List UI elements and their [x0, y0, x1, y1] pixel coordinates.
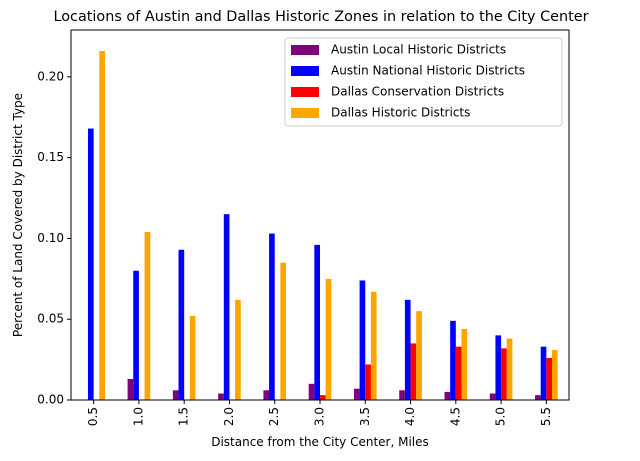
x-axis-label: Distance from the City Center, Miles: [211, 435, 429, 449]
legend-swatch: [291, 45, 319, 55]
y-tick-label: 0.20: [37, 69, 64, 83]
bar-s3-4.0: [416, 311, 422, 400]
bar-s1-1.5: [178, 249, 185, 400]
legend-label: Dallas Conservation Districts: [331, 85, 504, 99]
bar-s2-5.0: [501, 348, 507, 400]
bar-s1-3.0: [314, 244, 320, 400]
bar-s3-4.5: [461, 328, 468, 400]
bar-s0-3.5: [353, 388, 360, 400]
bar-s3-1.5: [189, 315, 196, 400]
x-tick-label: 1.5: [177, 407, 191, 426]
x-tick-label: 2.5: [267, 407, 281, 426]
bar-s3-2.0: [235, 299, 241, 400]
chart-title: Locations of Austin and Dallas Historic …: [53, 9, 588, 25]
bar-s2-5.5: [546, 357, 553, 400]
bar-s1-4.0: [404, 299, 411, 400]
bar-s0-4.5: [444, 391, 451, 400]
bar-s0-5.5: [535, 395, 541, 400]
legend: Austin Local Historic Districts Austin Na…: [284, 37, 563, 127]
bar-s1-2.5: [269, 233, 275, 400]
plot-frame: [70, 29, 570, 401]
bar-s3-2.5: [280, 262, 287, 400]
bar-s3-3.5: [370, 291, 377, 400]
y-tick-label: 0.05: [37, 312, 64, 326]
bar-s0-2.0: [218, 393, 224, 400]
bar-s0-1.5: [172, 390, 179, 400]
legend-label: Austin National Historic Districts: [331, 64, 525, 78]
bar-s3-3.0: [325, 278, 332, 400]
legend-swatch: [291, 87, 319, 97]
x-tick-label: 0.5: [86, 407, 100, 426]
bar-s2-4.0: [410, 343, 417, 400]
x-tick-label: 4.0: [403, 407, 417, 426]
bar-s2-3.0: [320, 395, 326, 400]
x-tick-label: 3.5: [358, 407, 372, 426]
bar-s3-5.0: [506, 338, 513, 400]
bar-s1-5.5: [540, 346, 547, 400]
bar-s0-3.0: [308, 383, 315, 400]
y-tick-label: 0.15: [37, 150, 64, 164]
legend-label: Dallas Historic Districts: [331, 106, 470, 120]
bars-group: [87, 51, 558, 400]
axes-group: 0.5 1.0 1.5 2.0 2.5 3.0 3.5 4.0 4.5 5.0 5.5 0.00 0.0…: [37, 69, 553, 426]
x-tick-label: 2.0: [222, 407, 236, 426]
bar-s3-5.5: [552, 349, 558, 400]
bar-s2-4.5: [455, 346, 462, 400]
y-tick-label: 0.00: [37, 393, 64, 407]
x-tick-label: 5.5: [539, 407, 553, 426]
legend-box: [284, 37, 563, 127]
legend-swatch: [291, 108, 319, 118]
x-tick-label: 5.0: [494, 407, 508, 426]
bar-s3-0.5: [99, 51, 105, 400]
bar-s1-0.5: [87, 128, 94, 400]
bar-s1-5.0: [495, 335, 502, 400]
y-tick-label: 0.10: [37, 231, 64, 245]
bar-s1-2.0: [223, 214, 230, 400]
bar-s1-4.5: [450, 320, 456, 400]
bar-s0-2.5: [263, 390, 270, 400]
bar-s3-1.0: [144, 231, 151, 400]
legend-swatch: [291, 66, 319, 76]
x-tick-label: 3.0: [313, 407, 327, 426]
bar-s0-4.0: [399, 390, 405, 400]
x-tick-label: 4.5: [448, 407, 462, 426]
bar-s1-1.0: [133, 270, 139, 400]
bar-s0-1.0: [127, 379, 134, 400]
bar-s1-3.5: [359, 280, 366, 400]
legend-label: Austin Local Historic Districts: [331, 43, 506, 57]
bar-s0-5.0: [489, 393, 496, 400]
bar-s2-3.5: [365, 364, 371, 400]
y-axis-label: Percent of Land Covered by District Type: [11, 93, 25, 337]
x-tick-label: 1.0: [131, 407, 145, 426]
